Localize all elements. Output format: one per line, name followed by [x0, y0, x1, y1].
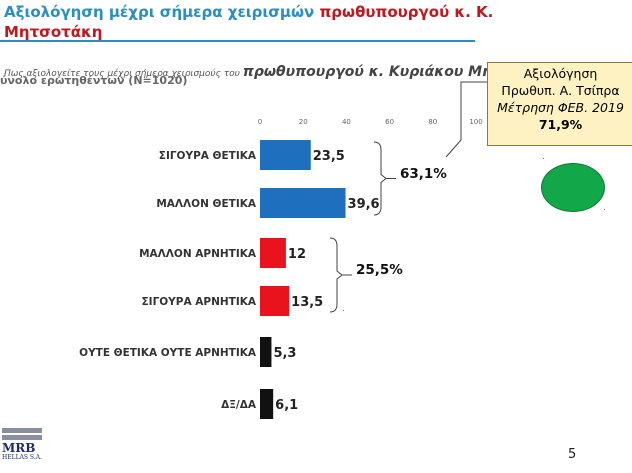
comparison-callout: Αξιολόγηση Πρωθυπ. Α. Τσίπρα Μέτρηση ΦΕΒ… [487, 62, 632, 146]
group-total-label: 25,5% [356, 262, 403, 278]
bar [260, 389, 274, 419]
marker-dot [343, 310, 344, 311]
question-prefix: Πως αξιολογείτε τους μέχρι σήμερα χειρισ… [4, 69, 243, 79]
logo-bar [2, 435, 42, 440]
category-label: ΣΙΓΟΥΡΑ ΑΡΝΗΤΙΚΑ [141, 296, 256, 308]
x-tick-label: 80 [428, 118, 437, 126]
callout-connector [445, 81, 487, 158]
page-number: 5 [568, 447, 577, 462]
marker-dot [604, 209, 605, 210]
x-tick-label: 60 [385, 118, 394, 126]
bar [260, 286, 290, 316]
marker-dot [543, 158, 544, 159]
x-tick-label: 100 [469, 118, 482, 126]
value-label: 39,6 [348, 197, 380, 212]
value-label: 5,3 [273, 346, 296, 361]
logo-text: MRB [2, 441, 36, 455]
category-label: ΣΙΓΟΥΡΑ ΘΕΤΙΚΑ [159, 150, 257, 162]
bar [260, 188, 346, 218]
page-title: Αξιολόγηση μέχρι σήμερα χειρισμών πρωθυπ… [4, 2, 564, 42]
x-tick-label: 0 [258, 118, 262, 126]
value-label: 23,5 [313, 149, 345, 164]
title-main: Αξιολόγηση μέχρι σήμερα χειρισμών [4, 3, 320, 21]
question-text: Πως αξιολογείτε τους μέχρι σήμερα χειρισ… [4, 64, 560, 80]
x-tick-label: 20 [299, 118, 308, 126]
group-total-label: 63,1% [400, 166, 447, 182]
group-bracket [329, 237, 343, 313]
callout-line-3: Μέτρηση ΦΕΒ. 2019 [497, 100, 624, 115]
logo-subtext: HELLAS S.A. [2, 454, 42, 461]
value-label: 13,5 [291, 295, 323, 310]
bar [260, 238, 286, 268]
category-label: ΜΑΛΛΟΝ ΑΡΝΗΤΙΚΑ [139, 248, 257, 260]
mrb-logo: MRB HELLAS S.A. [2, 428, 42, 461]
category-label: ΟΥΤΕ ΘΕΤΙΚΑ ΟΥΤΕ ΑΡΝΗΤΙΚΑ [79, 347, 257, 359]
bar [260, 337, 272, 367]
category-label: ΜΑΛΛΟΝ ΘΕΤΙΚΑ [156, 198, 257, 210]
green-indicator-circle [541, 163, 605, 212]
question-subject: πρωθυπουργού κ. Κυριάκου Μητσοτάκη [242, 64, 561, 80]
callout-line-2: Πρωθυπ. Α. Τσίπρα [501, 83, 620, 98]
category-label: ΔΞ/ΔΑ [221, 399, 257, 411]
value-label: 6,1 [275, 398, 298, 413]
callout-line-1: Αξιολόγηση [523, 66, 598, 81]
x-tick-label: 40 [342, 118, 351, 126]
bar [260, 140, 311, 170]
logo-bar [2, 428, 42, 433]
title-highlight: πρωθυπουργού κ. Κ. Μητσοτάκη [4, 3, 494, 41]
value-label: 12 [288, 247, 306, 262]
callout-value: 71,9% [538, 117, 583, 132]
title-underline [0, 40, 475, 42]
sample-size: ύνολο ερωτηθέντων (N=1020) [0, 74, 188, 87]
